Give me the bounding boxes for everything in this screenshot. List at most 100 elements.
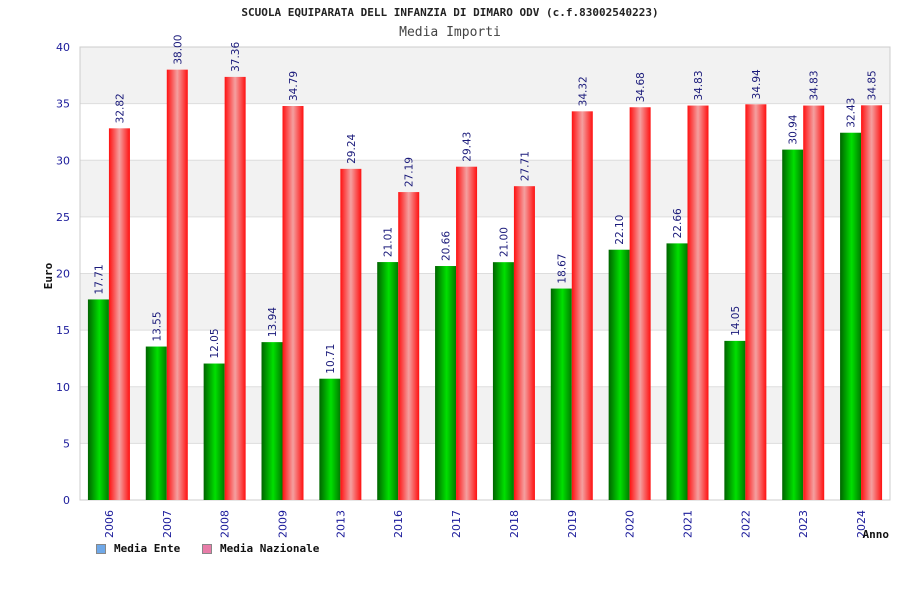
bar-media-ente: [608, 249, 630, 500]
bar-media-nazionale: [108, 128, 130, 500]
plot-frame: [79, 46, 891, 501]
grid-band: [80, 103, 890, 161]
grid-band: [80, 443, 890, 500]
bar-media-ente: [435, 266, 457, 500]
bar-media-ente: [145, 346, 167, 500]
grid-band: [80, 216, 890, 274]
bars: [87, 69, 883, 501]
data-label: 38.00: [172, 35, 184, 65]
data-label: 13.55: [151, 311, 163, 341]
data-label: 22.66: [672, 208, 684, 238]
bar-media-ente: [724, 340, 746, 500]
data-label: 13.94: [267, 307, 279, 337]
x-axis-ticks: 2006 2007 2008 2009 2013 2016 2017 2018 2019 2020…: [103, 510, 868, 538]
x-tick-label: 2020: [624, 510, 637, 538]
x-axis-label: Anno: [863, 528, 890, 541]
bar-media-nazionale: [861, 105, 883, 500]
data-label: 32.82: [114, 93, 126, 123]
grid-band: [80, 160, 890, 217]
data-label: 29.43: [462, 132, 474, 162]
bar-media-nazionale: [571, 111, 593, 501]
bar-media-ente: [666, 243, 688, 501]
bar-media-ente: [87, 299, 109, 500]
legend-item-media-ente: Media Ente: [96, 542, 180, 555]
data-label: 34.83: [809, 70, 821, 100]
grid-band: [80, 386, 890, 444]
bar-media-ente: [261, 342, 283, 500]
y-tick-label: 15: [56, 324, 70, 337]
x-tick-label: 2018: [508, 510, 521, 538]
x-tick-label: 2009: [277, 510, 290, 538]
bar-media-nazionale: [687, 105, 709, 501]
x-tick-label: 2021: [682, 510, 695, 538]
bar-media-ente: [492, 262, 514, 500]
grid-band: [80, 273, 890, 331]
data-label: 34.83: [693, 70, 705, 100]
x-tick-label: 2019: [566, 510, 579, 538]
y-tick-label: 0: [63, 494, 70, 507]
bar-media-ente: [377, 262, 399, 500]
data-label: 27.19: [404, 157, 416, 187]
bar-media-ente: [840, 132, 862, 500]
data-label: 32.43: [846, 98, 858, 128]
data-label: 12.05: [209, 328, 221, 358]
grid-band: [80, 330, 890, 387]
bar-media-nazionale: [513, 186, 535, 500]
bar-media-nazionale: [340, 168, 362, 500]
data-label: 34.85: [867, 70, 879, 100]
bar-media-ente: [203, 363, 225, 500]
y-tick-label: 35: [56, 98, 70, 111]
data-label: 10.71: [325, 344, 337, 374]
bar-media-nazionale: [166, 69, 188, 501]
data-label: 21.01: [383, 227, 395, 257]
x-tick-label: 2022: [739, 510, 752, 538]
data-label: 22.10: [614, 215, 626, 245]
x-tick-label: 2013: [334, 510, 347, 538]
data-label: 37.36: [230, 42, 242, 72]
data-label: 34.68: [635, 72, 647, 102]
y-tick-label: 25: [56, 211, 70, 224]
data-label: 34.79: [288, 71, 300, 101]
data-label: 21.00: [498, 227, 510, 257]
y-tick-label: 5: [63, 437, 70, 450]
bar-media-nazionale: [629, 107, 651, 501]
data-label: 14.05: [730, 306, 742, 336]
grid-band: [80, 47, 890, 104]
data-label: 29.24: [346, 133, 358, 163]
data-label: 20.66: [441, 231, 453, 261]
data-label: 30.94: [788, 114, 800, 144]
y-axis-ticks: 0 5 10 15 20 25 30 35 40: [56, 41, 70, 507]
x-tick-label: 2024: [855, 510, 868, 538]
chart-subtitle: Media Importi: [399, 25, 501, 40]
bar-media-nazionale: [745, 104, 767, 500]
x-tick-label: 2023: [797, 510, 810, 538]
chart-title: SCUOLA EQUIPARATA DELL INFANZIA DI DIMAR…: [241, 6, 659, 19]
x-tick-label: 2017: [450, 510, 463, 538]
bar-media-nazionale: [282, 106, 304, 501]
legend-swatch-media-nazionale: [202, 543, 212, 554]
data-label: 34.32: [577, 76, 589, 106]
bar-media-nazionale: [456, 166, 478, 500]
y-tick-label: 10: [56, 381, 70, 394]
x-tick-label: 2006: [103, 510, 116, 538]
bar-media-nazionale: [398, 192, 420, 501]
y-axis-label: Euro: [42, 262, 55, 289]
y-tick-label: 30: [56, 154, 70, 167]
bar-media-nazionale: [803, 105, 825, 501]
bar-media-ente: [550, 288, 572, 500]
x-tick-label: 2007: [161, 510, 174, 538]
data-labels: 17.71 32.82 13.55 38.00 12.05 37.36 13.94 34.79…: [93, 35, 878, 374]
legend-label-media-nazionale: Media Nazionale: [220, 542, 320, 555]
legend-item-media-nazionale: Media Nazionale: [202, 542, 319, 555]
bar-media-ente: [782, 149, 804, 501]
data-label: 27.71: [519, 151, 531, 181]
bar-media-ente: [319, 378, 341, 500]
x-tick-label: 2016: [392, 510, 405, 538]
data-label: 34.94: [751, 69, 763, 99]
legend-label-media-ente: Media Ente: [114, 542, 181, 555]
legend-swatch-media-ente: [96, 543, 106, 554]
data-label: 17.71: [93, 264, 105, 294]
data-label: 18.67: [556, 253, 568, 283]
y-tick-label: 40: [56, 41, 70, 54]
